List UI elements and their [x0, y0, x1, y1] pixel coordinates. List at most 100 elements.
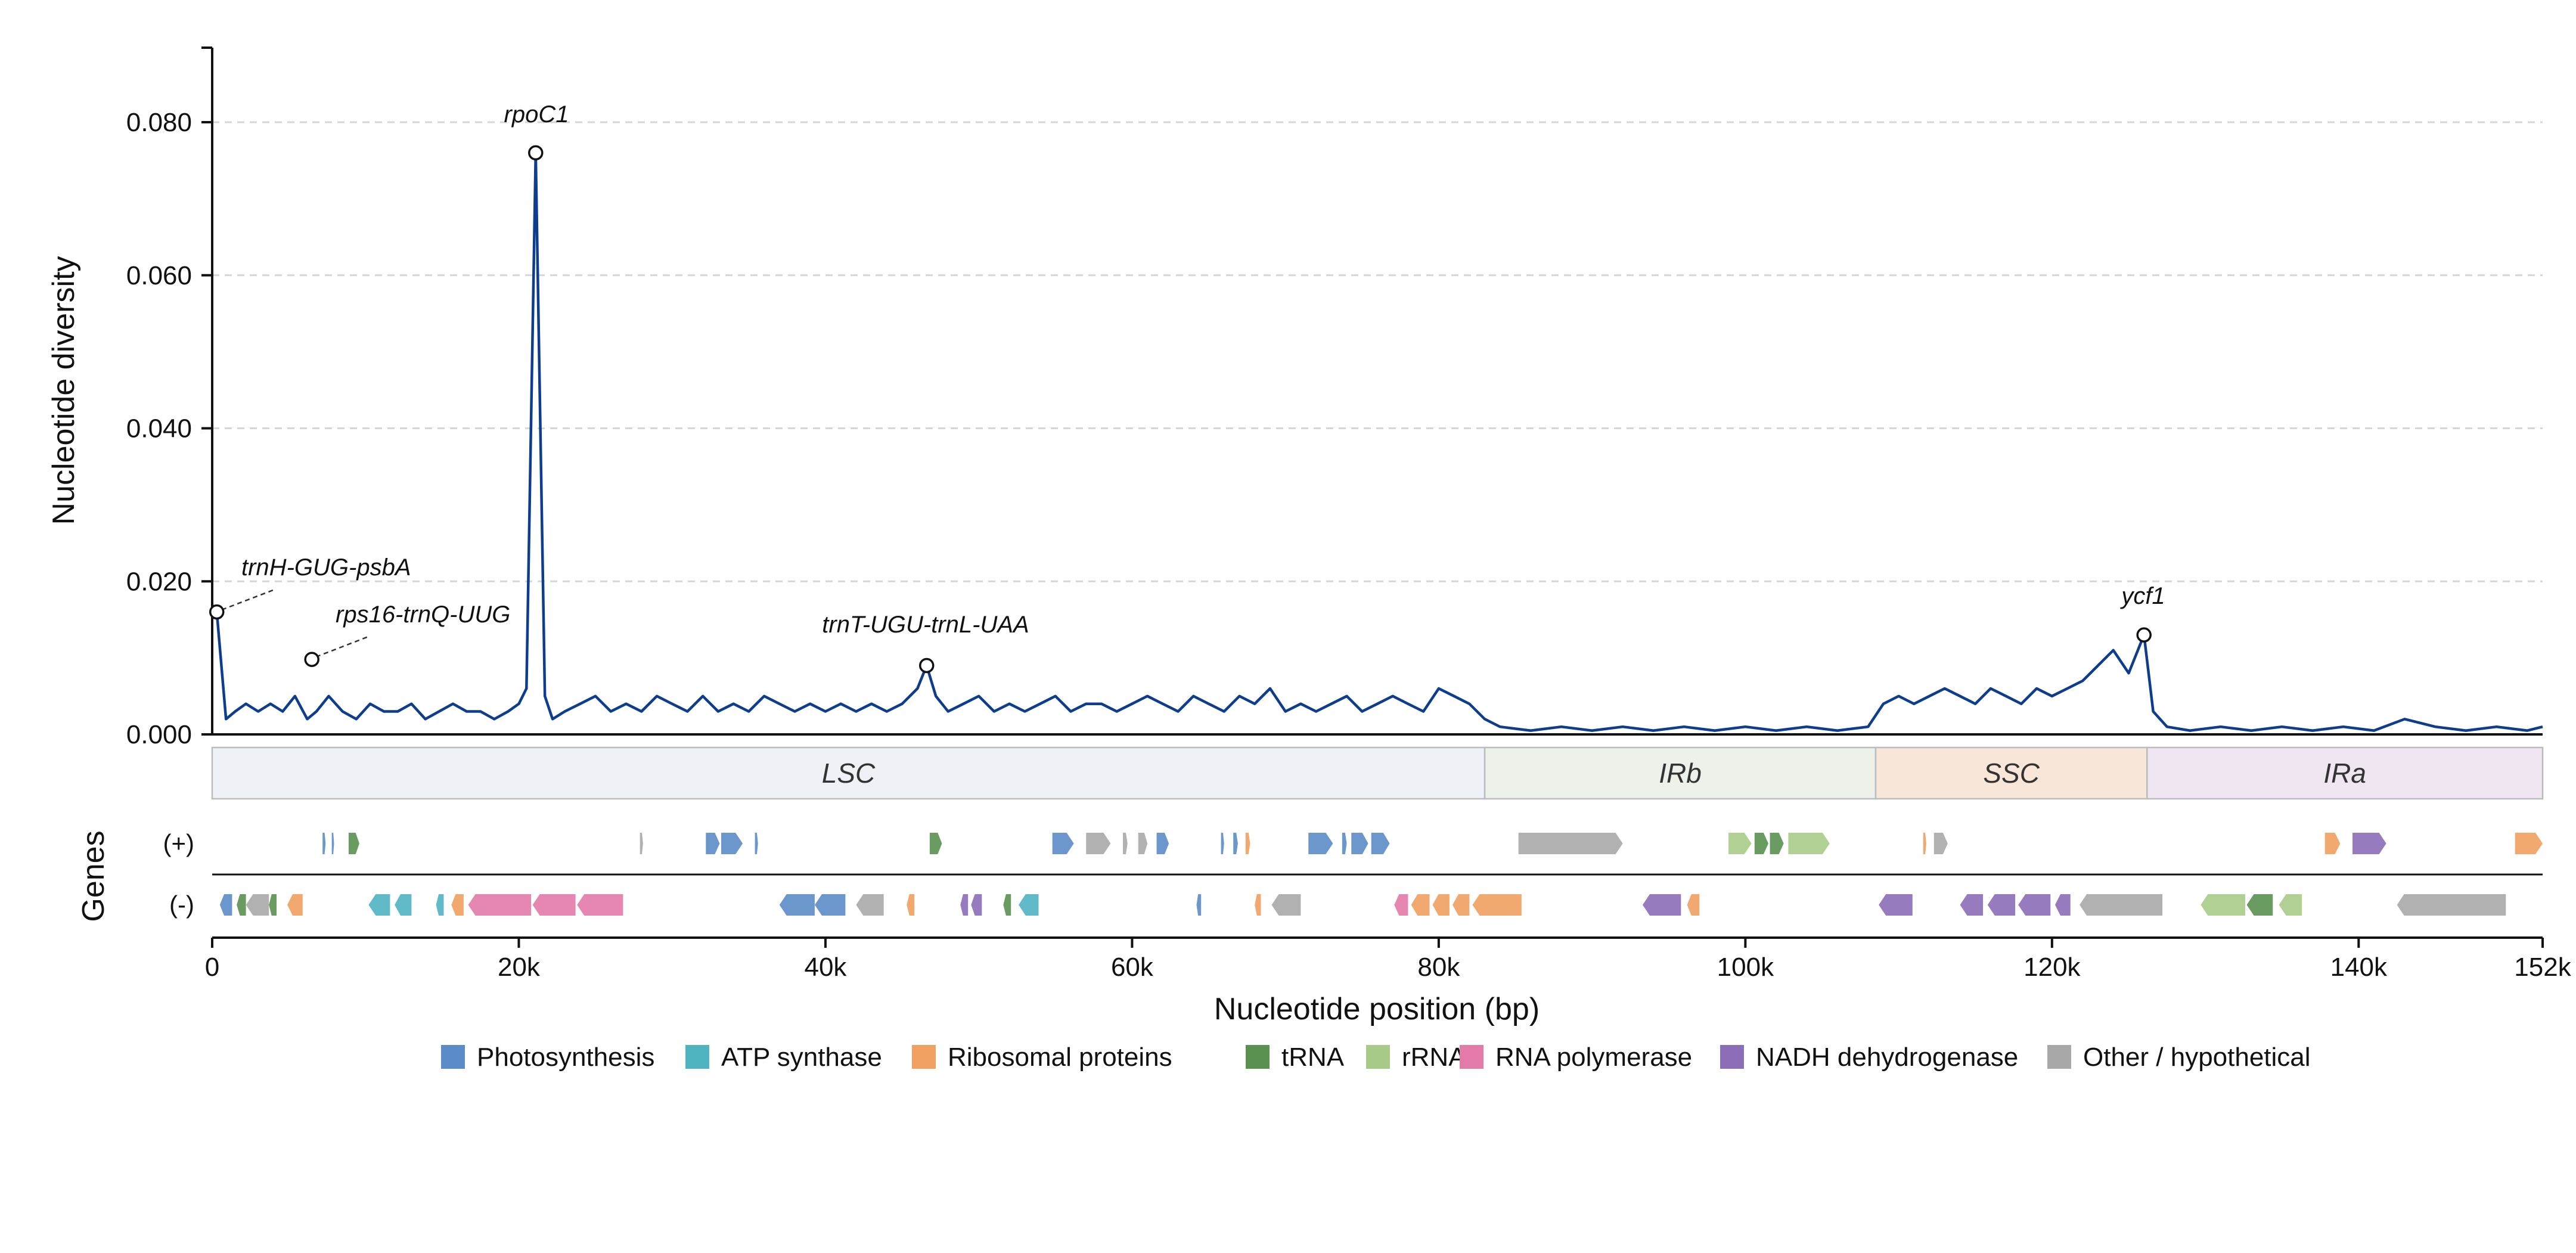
y-tick-label: 0.000: [126, 720, 192, 749]
peak-leader-line: [221, 589, 274, 611]
region-ira: [2146, 746, 2544, 800]
region-label: IRa: [2323, 758, 2366, 789]
gene-plus-strand: [1342, 833, 1347, 854]
gene-track: (+) (-): [163, 829, 2543, 919]
legend-label: rRNA: [1402, 1043, 1466, 1072]
gene-minus-strand: [1255, 894, 1261, 916]
gene-minus-strand: [1453, 894, 1470, 916]
gene-minus-strand: [451, 894, 464, 916]
diversity-line-layer: [215, 151, 2543, 732]
gene-minus-strand: [219, 894, 232, 916]
peak-label: ycf1: [2119, 583, 2165, 609]
gene-plus-strand: [1351, 833, 1368, 854]
gene-plus-strand: [1770, 833, 1784, 854]
genes-track-title: Genes: [76, 830, 111, 922]
gene-plus-strand: [1371, 833, 1390, 854]
legend-swatch: [1246, 1045, 1270, 1069]
gene-minus-strand: [287, 894, 303, 916]
region-irb: [1483, 746, 1877, 800]
peak-annotations: trnH-GUG-psbA rps16-trnQ-UUG rpoC1 trnT-UGU…: [209, 101, 2165, 674]
legend-swatch: [912, 1045, 936, 1069]
gene-minus-strand: [2246, 894, 2273, 916]
gene-minus-strand: [2080, 894, 2163, 916]
gene-minus-strand: [779, 894, 815, 916]
gene-plus-strand: [1233, 833, 1238, 854]
legend-swatch: [2047, 1045, 2071, 1069]
gene-minus-strand: [1879, 894, 1913, 916]
gene-plus-strand: [322, 833, 326, 854]
region-ssc: [1874, 746, 2148, 800]
gene-minus-strand: [468, 894, 532, 916]
gene-plus-strand: [331, 833, 334, 854]
gene-minus-strand: [2279, 894, 2302, 916]
peak-leader-line: [315, 635, 369, 658]
legend-swatch: [1366, 1045, 1390, 1069]
legend: Photosynthesis ATP synthase Ribosomal prot…: [441, 1043, 2311, 1072]
gene-minus-strand: [2201, 894, 2245, 916]
gene-minus-strand: [577, 894, 623, 916]
gene-plus-strand: [2352, 833, 2386, 854]
legend-label: ATP synthase: [721, 1043, 882, 1072]
peak-label: trnT-UGU-trnL-UAA: [822, 612, 1029, 638]
legend-swatch: [1720, 1045, 1744, 1069]
legend-label: Ribosomal proteins: [948, 1043, 1172, 1072]
peak-marker: [304, 652, 319, 667]
gene-minus-strand: [1019, 894, 1039, 916]
gene-minus-strand: [1643, 894, 1681, 916]
gene-plus-strand: [1221, 833, 1224, 854]
gene-plus-strand: [755, 833, 758, 854]
x-tick-label: 40k: [804, 953, 847, 982]
gene-minus-strand: [1271, 894, 1301, 916]
peak-marker: [209, 604, 225, 620]
gene-minus-strand: [532, 894, 576, 916]
gene-plus-strand: [1518, 833, 1623, 854]
legend-swatch: [1460, 1045, 1483, 1069]
x-tick-label: 100k: [1717, 953, 1774, 982]
strand-label-plus: (+): [163, 829, 195, 857]
gene-plus-strand: [1933, 833, 1948, 854]
gene-plus-strand: [706, 833, 720, 854]
gene-plus-strand: [1788, 833, 1830, 854]
gene-minus-strand: [436, 894, 444, 916]
gene-minus-strand: [907, 894, 915, 916]
gene-plus-strand: [1086, 833, 1111, 854]
y-tick-label: 0.080: [126, 108, 192, 137]
gene-minus-strand: [1432, 894, 1450, 916]
gene-plus-strand: [721, 833, 743, 854]
gene-plus-strand: [1156, 833, 1169, 854]
x-tick-label: 20k: [498, 953, 541, 982]
peak-marker: [918, 657, 935, 674]
diversity-series-line: [215, 151, 2543, 732]
gene-plus-strand: [929, 833, 942, 854]
region-lsc: [211, 746, 1486, 800]
y-tick-label: 0.040: [126, 414, 192, 443]
legend-label: NADH dehydrogenase: [1756, 1043, 2018, 1072]
legend-label: Photosynthesis: [477, 1043, 654, 1072]
gene-minus-strand: [856, 894, 884, 916]
gene-minus-strand: [960, 894, 969, 916]
x-tick-label: 140k: [2330, 953, 2388, 982]
gene-plus-strand: [2324, 833, 2341, 854]
gridlines: [212, 121, 2543, 582]
legend-swatch: [685, 1045, 709, 1069]
peak-marker: [528, 145, 544, 161]
gene-plus-strand: [1052, 833, 1074, 854]
region-label: IRb: [1659, 758, 1702, 789]
region-label: SSC: [1983, 758, 2040, 789]
gene-plus-strand: [640, 833, 643, 854]
gene-minus-strand: [237, 894, 246, 916]
gene-minus-strand: [814, 894, 846, 916]
gene-plus-strand: [2515, 833, 2543, 854]
peak-label: trnH-GUG-psbA: [241, 554, 411, 581]
x-tick-label: 60k: [1111, 953, 1154, 982]
peak-marker: [2136, 627, 2152, 643]
strand-label-minus: (-): [169, 891, 194, 919]
gene-minus-strand: [395, 894, 412, 916]
x-tick-label: 0: [205, 953, 219, 982]
gene-plus-strand: [1728, 833, 1752, 854]
x-axis-title: Nucleotide position (bp): [1214, 992, 1540, 1026]
region-label: LSC: [822, 758, 876, 789]
gene-minus-strand: [1411, 894, 1430, 916]
y-tick-label: 0.060: [126, 261, 192, 290]
